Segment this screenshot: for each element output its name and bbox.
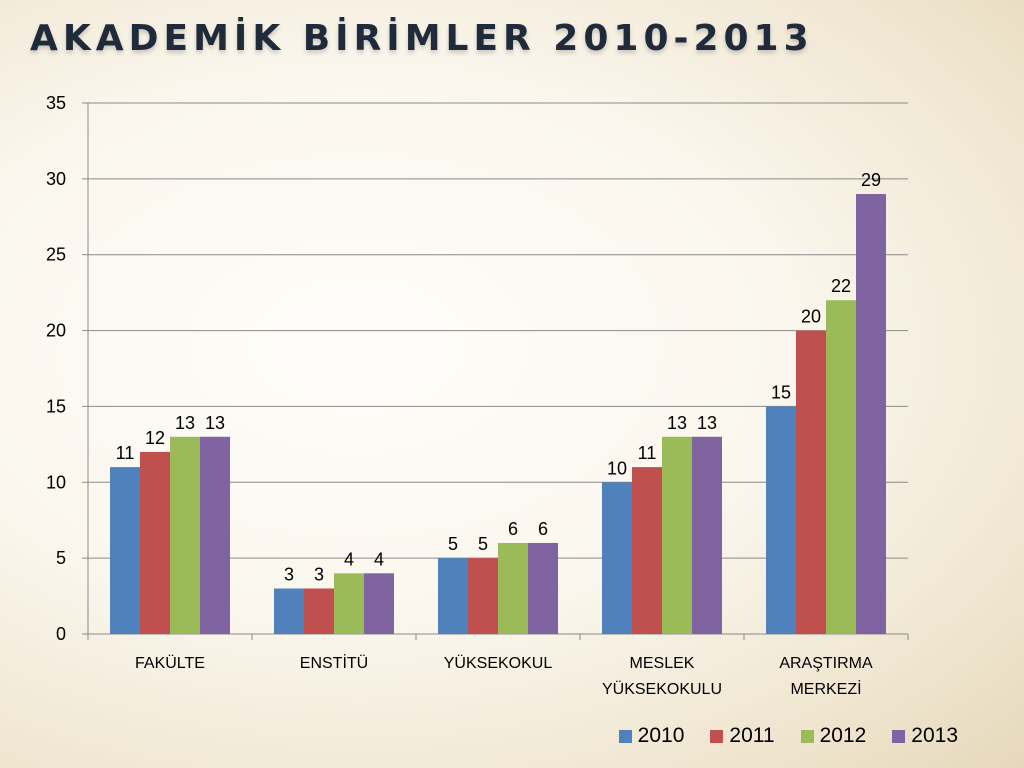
legend: 2010 2011 2012 2013 (618, 724, 958, 748)
bar (602, 482, 632, 634)
data-label: 3 (314, 564, 324, 584)
data-label: 4 (344, 549, 354, 569)
data-label: 13 (205, 413, 225, 433)
data-label: 13 (175, 413, 195, 433)
legend-swatch (618, 729, 632, 743)
bar (438, 558, 468, 634)
data-label: 12 (145, 428, 165, 448)
legend-label: 2010 (637, 724, 685, 747)
data-label: 29 (861, 170, 881, 190)
bar (304, 588, 334, 634)
y-tick-label: 35 (46, 93, 66, 113)
bar (528, 542, 558, 634)
y-tick-label: 10 (46, 472, 66, 492)
bar (364, 573, 394, 634)
legend-swatch (892, 729, 906, 743)
y-tick-label: 25 (46, 245, 66, 265)
data-label: 13 (667, 413, 687, 433)
data-label: 5 (448, 534, 458, 554)
data-label: 6 (538, 519, 548, 539)
data-label: 4 (374, 549, 384, 569)
bar (200, 436, 230, 634)
legend-label: 2013 (911, 724, 958, 747)
bar (692, 436, 722, 634)
legend-swatch (710, 729, 724, 743)
data-label: 22 (831, 276, 851, 296)
category-label: ARAŞTIRMA (779, 655, 873, 672)
data-label: 3 (284, 564, 294, 584)
legend-label: 2011 (729, 724, 775, 747)
category-label: FAKÜLTE (135, 654, 205, 672)
bar (662, 436, 692, 634)
y-tick-label: 20 (46, 321, 66, 341)
legend-item: 2013 (892, 724, 958, 748)
y-tick-label: 15 (46, 396, 66, 416)
data-label: 11 (116, 443, 135, 463)
data-label: 11 (638, 443, 657, 463)
legend-item: 2010 (618, 724, 685, 748)
bars (110, 194, 886, 634)
data-label: 15 (771, 382, 791, 402)
bar (498, 542, 528, 634)
data-label: 6 (508, 519, 518, 539)
category-label: ENSTİTÜ (300, 653, 368, 672)
page-title: AKADEMİK BİRİMLER 2010-2013 (30, 18, 814, 59)
bar (110, 467, 140, 634)
category-label: MESLEK (630, 655, 695, 672)
bar (334, 573, 364, 634)
y-tick-label: 5 (56, 548, 66, 568)
data-label: 20 (801, 307, 821, 327)
bar (468, 558, 498, 634)
bar (796, 330, 826, 634)
bar (274, 588, 304, 634)
data-label: 13 (697, 413, 717, 433)
category-label: MERKEZİ (790, 679, 861, 698)
legend-item: 2011 (710, 724, 775, 748)
bar (140, 451, 170, 634)
y-tick-label: 30 (46, 169, 66, 189)
bar (632, 467, 662, 634)
category-label: YÜKSEKOKUL (444, 654, 553, 672)
bar (856, 194, 886, 634)
legend-label: 2012 (819, 724, 867, 747)
data-label: 10 (607, 458, 627, 478)
bar (826, 300, 856, 634)
y-tick-label: 0 (56, 624, 66, 644)
legend-item: 2012 (800, 724, 867, 748)
bar (766, 406, 796, 634)
category-label: YÜKSEKOKULU (602, 680, 722, 698)
data-label: 5 (478, 534, 488, 554)
bar (170, 436, 200, 634)
legend-swatch (800, 729, 814, 743)
